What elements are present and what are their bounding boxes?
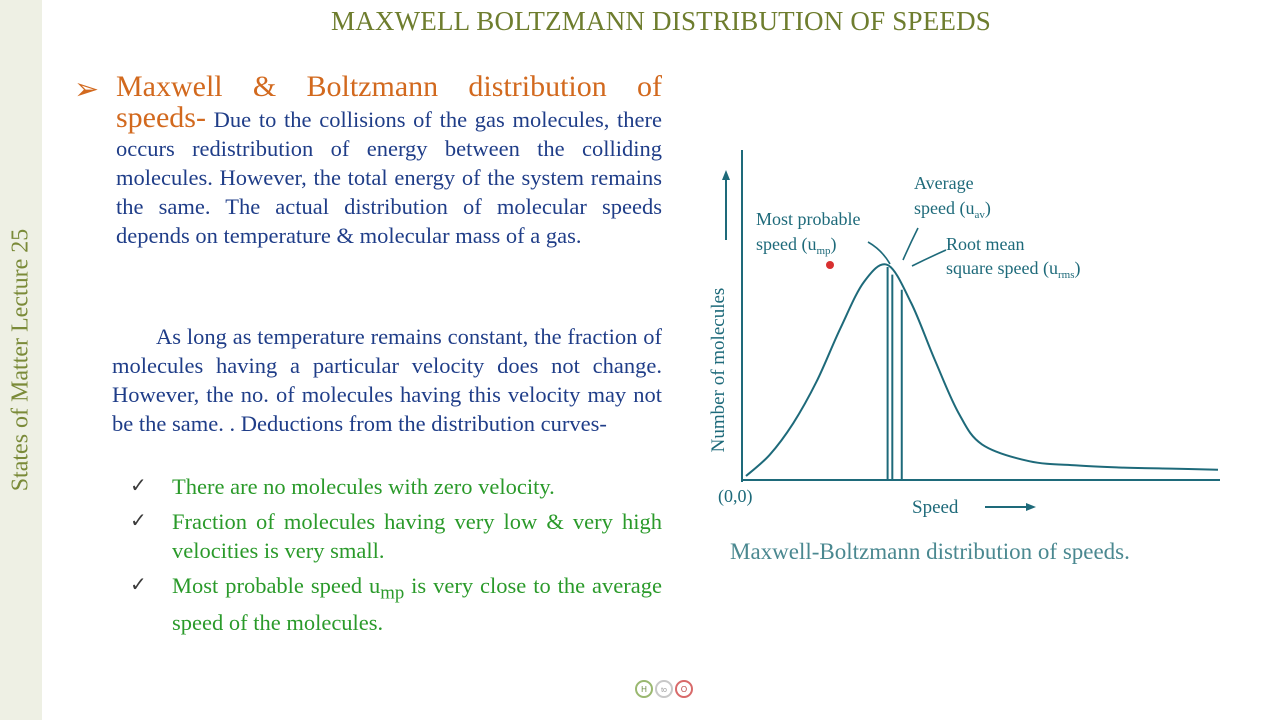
av-pointer-arrow: [902, 227, 919, 261]
x-axis-arrow-icon: [1026, 503, 1036, 511]
distribution-chart-svg: Number of molecules (0,0) Speed Most pro…: [708, 150, 1220, 518]
deduction-subscript: mp: [380, 582, 405, 604]
mp-label-line2: speed (ump): [756, 234, 837, 257]
mp-label-line1: Most probable: [756, 209, 860, 229]
logo-left-text: H: [641, 685, 647, 694]
deduction-text-end: is very close to the average speed of th…: [172, 573, 662, 635]
distribution-chart: Number of molecules (0,0) Speed Most pro…: [700, 140, 1240, 540]
logo-left-atom-icon: [635, 680, 653, 698]
av-label-line2: speed (uav): [914, 198, 991, 221]
deduction-text: Most probable speed ump is very close to…: [172, 573, 662, 635]
page-title: MAXWELL BOLTZMANN DISTRIBUTION OF SPEEDS: [330, 6, 991, 36]
footer-molecule-logo[interactable]: H to O: [634, 678, 694, 700]
checkmark-icon: ✓: [130, 574, 147, 596]
logo-right-atom-icon: [675, 680, 693, 698]
checkmark-icon: ✓: [130, 475, 147, 497]
deduction-text: There are no molecules with zero velocit…: [172, 474, 555, 499]
deduction-text: Fraction of molecules having very low & …: [172, 509, 662, 563]
origin-label: (0,0): [718, 486, 753, 507]
pointer-dot-icon: [826, 261, 834, 269]
deduction-item: ✓ Fraction of molecules having very low …: [130, 507, 662, 565]
sidebar-band: States of Matter Lecture 25: [0, 0, 42, 720]
y-axis-arrow-icon: [722, 170, 730, 180]
logo-middle-atom-icon: [655, 680, 673, 698]
mp-pointer-arrow: [867, 241, 891, 265]
arrow-bullet-icon: ➢: [74, 73, 100, 106]
x-axis-label: Speed: [912, 497, 959, 518]
logo-right-text: O: [681, 685, 687, 694]
sidebar-lecture-label: States of Matter Lecture 25: [7, 228, 34, 492]
deductions-list: ✓ There are no molecules with zero veloc…: [130, 472, 662, 643]
av-label-line1: Average: [914, 173, 974, 193]
intro-text: Due to the collisions of the gas molecul…: [116, 107, 662, 248]
section-heading: Maxwell & Boltzmann distribution of spee…: [116, 70, 662, 134]
deduction-item: ✓ Most probable speed ump is very close …: [130, 571, 662, 637]
distribution-curve: [745, 263, 1219, 477]
rms-label-line2: square speed (urms): [946, 258, 1080, 281]
deduction-item: ✓ There are no molecules with zero veloc…: [130, 472, 662, 501]
y-axis-label: Number of molecules: [708, 288, 729, 453]
chart-caption: Maxwell-Boltzmann distribution of speeds…: [730, 539, 1130, 564]
intro-paragraph: Maxwell & Boltzmann distribution of spee…: [116, 72, 662, 250]
logo-mid-text: to: [661, 687, 667, 694]
rms-pointer-arrow: [911, 249, 947, 267]
constant-temperature-paragraph: As long as temperature remains constant,…: [112, 324, 662, 436]
checkmark-icon: ✓: [130, 510, 147, 532]
deduction-text-start: Most probable speed u: [172, 573, 381, 598]
rms-label-line1: Root mean: [946, 234, 1025, 254]
